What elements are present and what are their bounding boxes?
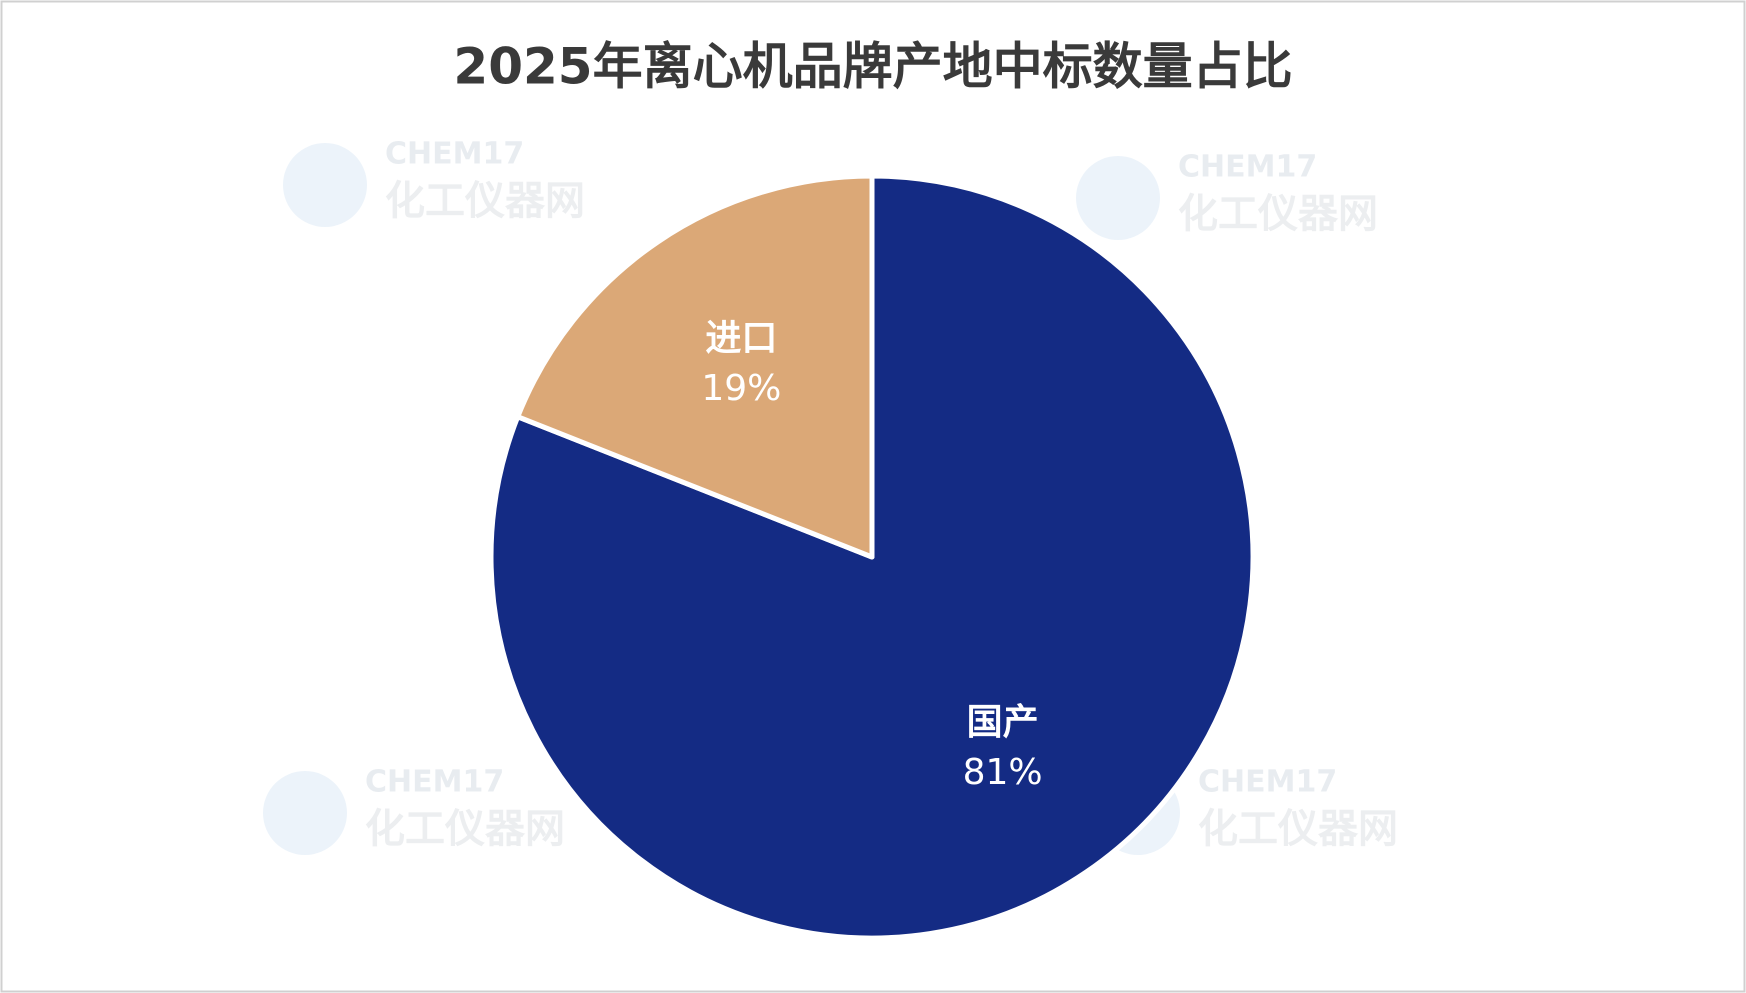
watermark-name: 化工仪器网: [365, 806, 565, 852]
pie-slice: [515, 173, 875, 560]
chart-title: 2025年离心机品牌产地中标数量占比: [453, 38, 1292, 96]
watermark-brand: CHEM17: [385, 137, 524, 172]
slice-label: 国产: [967, 702, 1039, 743]
value-label: 19%: [701, 368, 781, 409]
watermark-logo: [263, 771, 347, 855]
watermark-name: 化工仪器网: [1198, 806, 1398, 852]
watermark-logo: [1076, 156, 1160, 240]
slice-label: 进口: [705, 318, 777, 359]
value-label: 81%: [963, 752, 1043, 793]
pie: 国产 81% 进口 19%: [488, 173, 1256, 941]
watermark-brand: CHEM17: [365, 765, 504, 800]
watermark-brand: CHEM17: [1178, 150, 1317, 185]
watermark-brand: CHEM17: [1198, 765, 1337, 800]
watermark-name: 化工仪器网: [1178, 191, 1378, 237]
watermark-name: 化工仪器网: [385, 178, 585, 224]
watermark-logo: [283, 143, 367, 227]
